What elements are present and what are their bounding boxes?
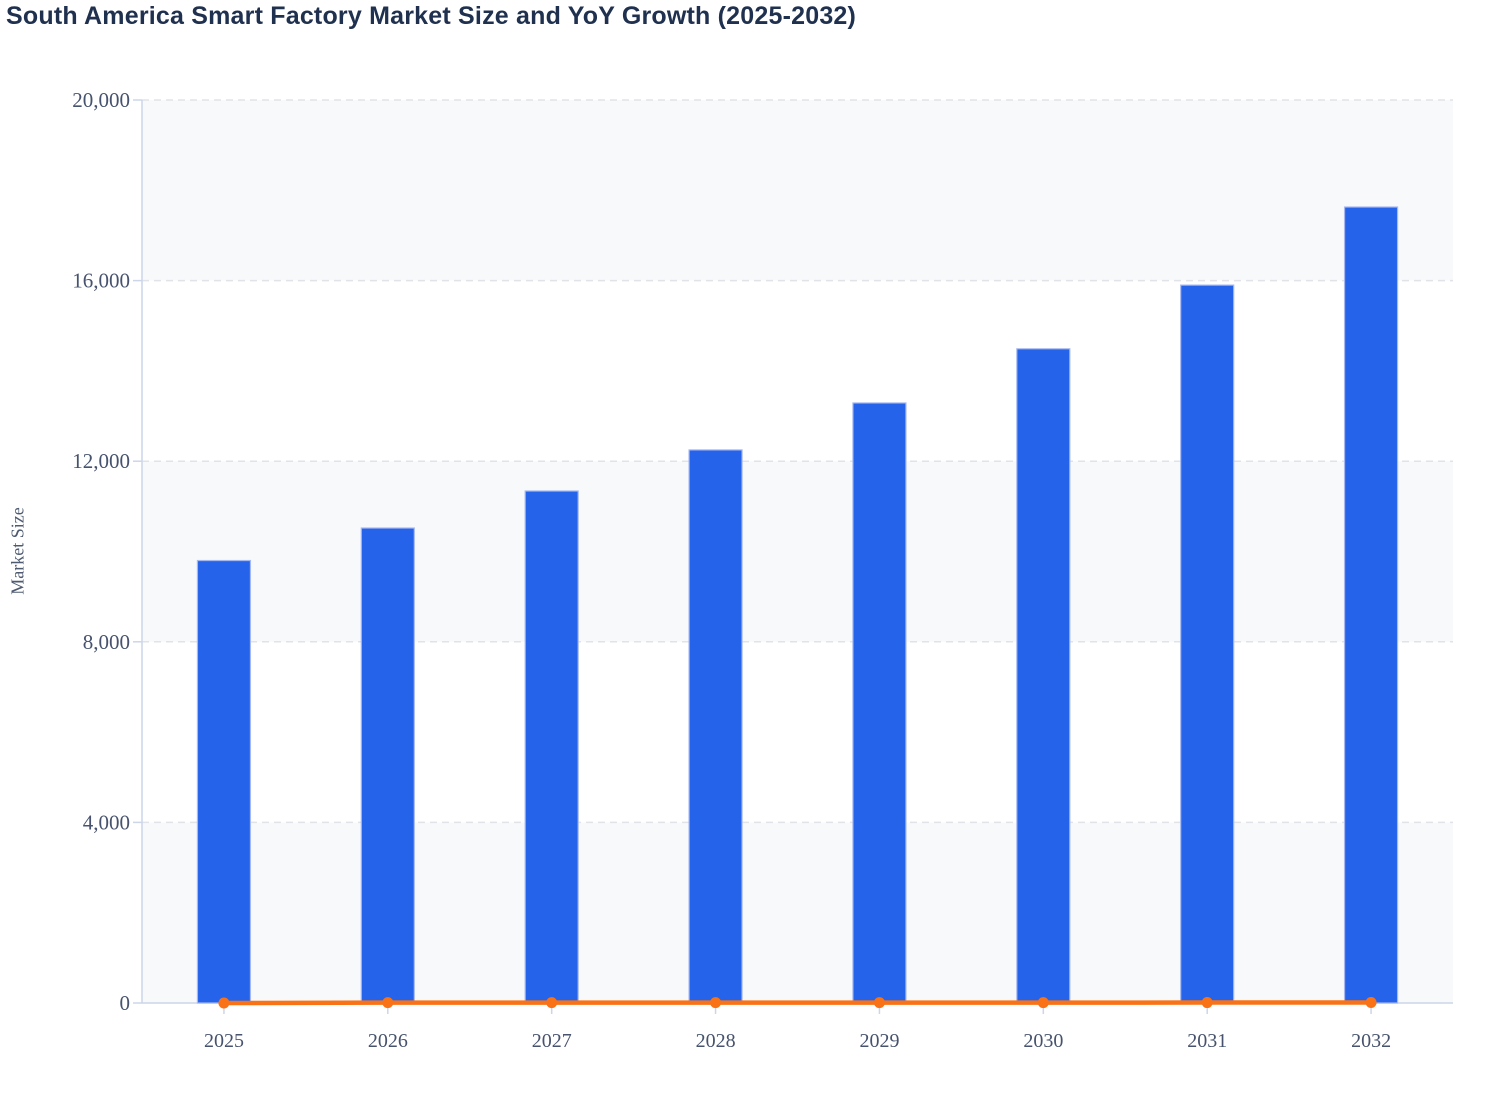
bar-2028 <box>688 449 743 1004</box>
x-tick-label: 2030 <box>1023 1030 1063 1052</box>
yoy-marker-2025 <box>218 997 230 1009</box>
split-band <box>142 822 1453 1003</box>
x-axis-ticks: 2025 2026 2027 2028 2029 2030 2031 2032 <box>204 1004 1391 1052</box>
bar-2032 <box>1343 206 1399 1004</box>
yoy-marker-2029 <box>873 997 885 1009</box>
x-tick-label: 2028 <box>696 1030 736 1052</box>
yoy-marker-2027 <box>546 997 558 1009</box>
x-tick-label: 2031 <box>1187 1030 1227 1052</box>
y-tick-label: 16,000 <box>72 269 130 293</box>
bar-2029 <box>852 402 907 1004</box>
yoy-marker-2026 <box>382 997 394 1009</box>
y-tick-label: 12,000 <box>72 449 130 473</box>
bar-2027 <box>524 490 579 1004</box>
gridlines <box>142 99 1453 824</box>
y-tick-label: 8,000 <box>83 630 130 654</box>
split-band <box>142 100 1453 281</box>
y-axis-ticks: 0 4,000 8,000 12,000 16,000 20,000 <box>72 88 142 1015</box>
x-tick-label: 2029 <box>859 1030 899 1052</box>
x-tick-label: 2027 <box>532 1030 572 1052</box>
line-series-yoy-growth <box>218 997 1377 1009</box>
x-tick-label: 2025 <box>204 1030 244 1052</box>
x-tick-label: 2032 <box>1351 1030 1391 1052</box>
bar-2026 <box>360 527 415 1004</box>
split-band <box>142 461 1453 642</box>
plot-bands <box>142 100 1453 1003</box>
y-tick-label: 4,000 <box>83 810 130 834</box>
bar-2030 <box>1016 348 1071 1004</box>
bar-2025 <box>196 559 252 1004</box>
yoy-marker-2031 <box>1201 997 1213 1009</box>
x-tick-label: 2026 <box>368 1030 408 1052</box>
yoy-marker-2030 <box>1037 997 1049 1009</box>
bar-2031 <box>1180 284 1235 1004</box>
yoy-marker-2028 <box>710 997 722 1009</box>
chart-title: South America Smart Factory Market Size … <box>6 2 857 30</box>
y-tick-label: 20,000 <box>72 88 130 112</box>
y-tick-label: 0 <box>120 991 131 1015</box>
yoy-marker-2032 <box>1365 997 1377 1009</box>
